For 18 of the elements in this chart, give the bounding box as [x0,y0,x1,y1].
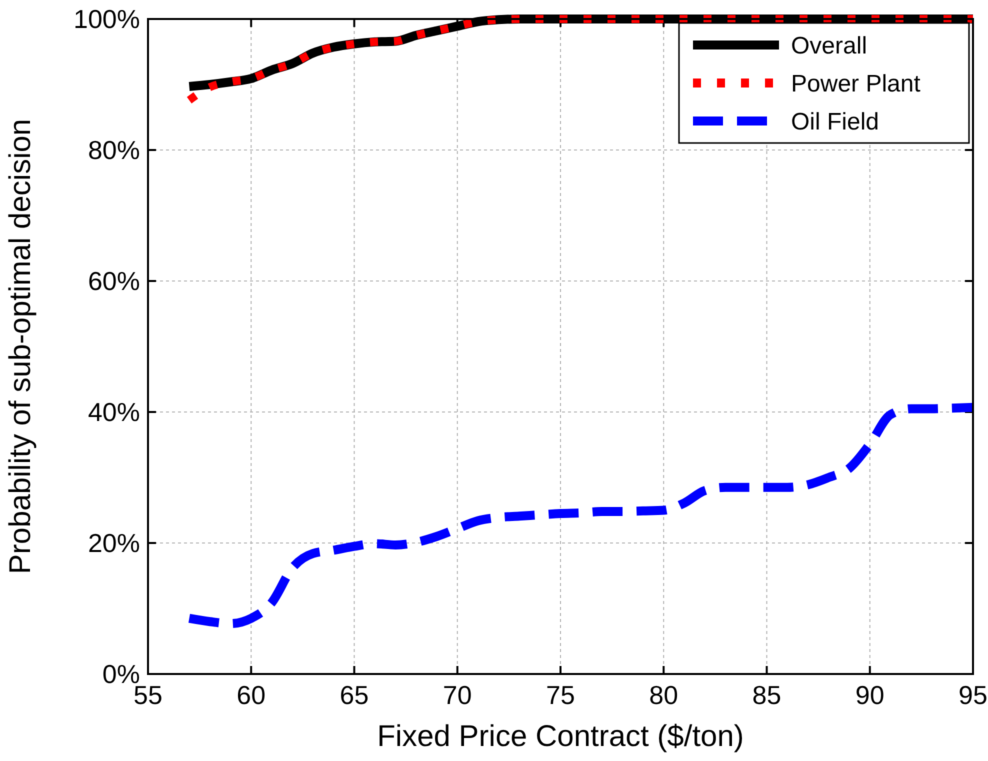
x-tick-label: 80 [649,680,678,710]
legend-label: Power Plant [791,70,921,98]
x-tick-label: 95 [958,680,988,710]
legend-label: Overall [791,32,868,60]
x-axis-title: Fixed Price Contract ($/ton) [377,720,744,753]
x-tick-label: 65 [340,680,369,710]
y-tick-label: 100% [74,4,140,34]
x-tick-label: 60 [236,680,266,710]
x-tick-label: 70 [442,680,472,710]
y-tick-label: 40% [88,397,140,428]
y-tick-label: 20% [88,528,140,558]
legend-label: Oil Field [791,108,880,136]
y-axis-title: Probability of sub-optimal decision [4,118,37,574]
x-tick-label: 90 [855,680,884,710]
y-tick-label: 80% [88,135,140,166]
x-tick-label: 75 [546,680,575,710]
x-tick-label: 85 [752,680,782,710]
y-tick-label: 60% [88,266,140,296]
